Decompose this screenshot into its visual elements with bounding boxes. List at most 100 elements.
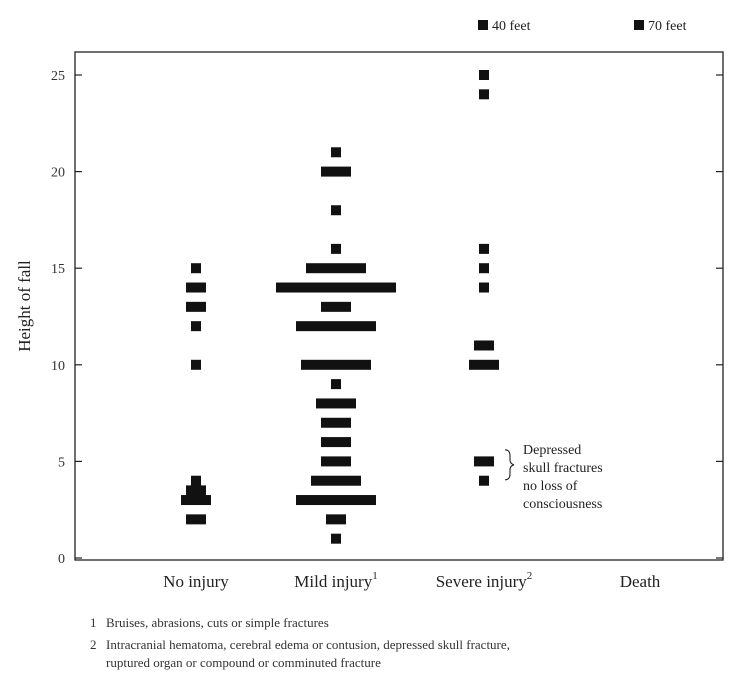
data-point bbox=[484, 340, 494, 351]
data-point bbox=[341, 437, 351, 448]
x-category-label: Mild injury1 bbox=[294, 570, 377, 591]
data-point bbox=[191, 263, 201, 274]
data-point bbox=[341, 456, 351, 467]
annotation-text: Depressed bbox=[523, 443, 581, 458]
y-tick-label: 10 bbox=[51, 359, 65, 374]
data-point bbox=[196, 514, 206, 525]
data-point bbox=[356, 282, 366, 293]
data-point bbox=[346, 398, 356, 409]
annotation-text: skull fractures bbox=[523, 461, 603, 476]
data-point bbox=[336, 282, 346, 293]
data-point bbox=[326, 282, 336, 293]
legend-marker bbox=[478, 20, 488, 30]
data-point bbox=[346, 495, 356, 506]
data-point bbox=[306, 263, 316, 274]
data-point bbox=[191, 495, 201, 506]
data-point bbox=[341, 301, 351, 312]
data-point bbox=[331, 533, 341, 544]
data-point bbox=[321, 475, 331, 486]
data-point bbox=[331, 166, 341, 177]
data-point bbox=[301, 359, 311, 370]
footnote-1-number: 1 bbox=[90, 615, 97, 630]
data-point bbox=[321, 437, 331, 448]
data-point bbox=[331, 147, 341, 158]
y-tick-label: 15 bbox=[51, 262, 65, 277]
data-point bbox=[489, 359, 499, 370]
data-point bbox=[331, 243, 341, 254]
data-point bbox=[201, 495, 211, 506]
data-point bbox=[376, 282, 386, 293]
data-point bbox=[306, 321, 316, 332]
y-tick-label: 20 bbox=[51, 166, 65, 181]
footnote-2-text-line-1: Intracranial hematoma, cerebral edema or… bbox=[106, 637, 510, 652]
data-point bbox=[326, 321, 336, 332]
data-point bbox=[321, 359, 331, 370]
data-point bbox=[191, 475, 201, 486]
footnote-1: 1 Bruises, abrasions, cuts or simple frac… bbox=[90, 614, 730, 632]
data-point bbox=[316, 282, 326, 293]
y-axis: 0 5 10 15 20 25 bbox=[51, 69, 723, 567]
data-point bbox=[196, 485, 206, 496]
data-point bbox=[196, 282, 206, 293]
data-point bbox=[336, 321, 346, 332]
data-point bbox=[316, 263, 326, 274]
data-point bbox=[321, 456, 331, 467]
data-point bbox=[331, 437, 341, 448]
data-point bbox=[356, 263, 366, 274]
data-point bbox=[326, 398, 336, 409]
data-point bbox=[336, 263, 346, 274]
data-point bbox=[331, 456, 341, 467]
data-point bbox=[356, 321, 366, 332]
data-point bbox=[346, 282, 356, 293]
footnote-1-text: Bruises, abrasions, cuts or simple fract… bbox=[106, 615, 329, 630]
y-tick-label: 5 bbox=[58, 455, 65, 470]
data-point bbox=[191, 321, 201, 332]
data-point bbox=[296, 282, 306, 293]
legend-label: 40 feet bbox=[492, 19, 531, 34]
footnote-2-number: 2 bbox=[90, 637, 97, 652]
data-point bbox=[469, 359, 479, 370]
data-point bbox=[186, 514, 196, 525]
data-point bbox=[326, 514, 336, 525]
data-points bbox=[181, 70, 499, 544]
data-point bbox=[191, 359, 201, 370]
data-point bbox=[346, 321, 356, 332]
x-axis: No injury Mild injury1 Severe injury2 Death bbox=[163, 570, 661, 591]
data-point bbox=[479, 475, 489, 486]
data-point bbox=[341, 166, 351, 177]
data-point bbox=[326, 495, 336, 506]
data-point bbox=[331, 475, 341, 486]
data-point bbox=[341, 475, 351, 486]
legend-label: 70 feet bbox=[648, 19, 687, 34]
annotation-text: consciousness bbox=[523, 497, 602, 512]
data-point bbox=[479, 89, 489, 100]
data-point bbox=[311, 359, 321, 370]
data-point bbox=[479, 263, 489, 274]
data-point bbox=[296, 495, 306, 506]
data-point bbox=[346, 263, 356, 274]
data-point bbox=[366, 495, 376, 506]
x-category-label: Death bbox=[620, 572, 661, 591]
data-point bbox=[341, 417, 351, 428]
data-point bbox=[474, 456, 484, 467]
y-axis-label: Height of fall bbox=[15, 260, 34, 352]
data-point bbox=[306, 282, 316, 293]
data-point bbox=[361, 359, 371, 370]
data-point bbox=[479, 282, 489, 293]
data-point bbox=[351, 475, 361, 486]
data-point bbox=[316, 321, 326, 332]
data-point bbox=[186, 282, 196, 293]
data-point bbox=[296, 321, 306, 332]
data-point bbox=[186, 301, 196, 312]
y-tick-label: 0 bbox=[58, 552, 65, 567]
footnote-2: 2 Intracranial hematoma, cerebral edema o… bbox=[90, 636, 730, 672]
data-point bbox=[321, 166, 331, 177]
data-point bbox=[316, 495, 326, 506]
data-point bbox=[276, 282, 286, 293]
data-point bbox=[366, 282, 376, 293]
data-point bbox=[341, 359, 351, 370]
plot-frame bbox=[74, 51, 724, 561]
data-point bbox=[326, 263, 336, 274]
data-point bbox=[336, 514, 346, 525]
